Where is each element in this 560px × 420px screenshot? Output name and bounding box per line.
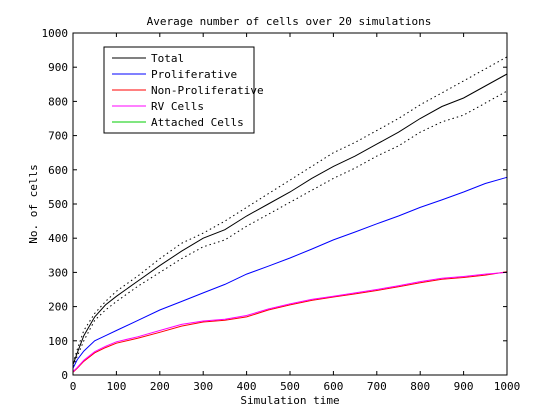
x-axis-ticks: 0 100 200 300 400 500 600 700 800 900 1000: [70, 33, 521, 393]
legend: Total Proliferative Non-Proliferative RV Ce…: [103, 46, 264, 134]
x-tick-label: 100: [106, 380, 126, 393]
series-line-rv-cells: [72, 271, 508, 372]
series-line-total: [72, 73, 508, 365]
legend-label: Non-Proliferative: [151, 84, 264, 97]
y-tick-label: 300: [48, 266, 68, 279]
x-tick-label: 1000: [494, 380, 521, 393]
y-tick-label: 700: [48, 130, 68, 143]
series-line-total-lower-bound: [72, 90, 508, 367]
x-tick-label: 900: [454, 380, 474, 393]
y-tick-label: 500: [48, 198, 68, 211]
legend-label: RV Cells: [151, 100, 204, 113]
x-tick-label: 600: [323, 380, 343, 393]
y-axis-label: No. of cells: [27, 164, 40, 243]
y-tick-label: 900: [48, 61, 68, 74]
x-tick-label: 300: [193, 380, 213, 393]
y-tick-label: 200: [48, 301, 68, 314]
y-tick-label: 600: [48, 164, 68, 177]
x-axis-label: Simulation time: [240, 394, 339, 407]
y-tick-label: 100: [48, 335, 68, 348]
series-line-non-proliferative: [72, 271, 508, 373]
x-tick-label: 0: [70, 380, 77, 393]
series-line-proliferative: [72, 176, 508, 369]
x-tick-label: 200: [150, 380, 170, 393]
y-tick-label: 1000: [42, 27, 69, 40]
x-tick-label: 400: [237, 380, 257, 393]
y-tick-label: 800: [48, 95, 68, 108]
y-axis-ticks: 0 100 200 300 400 500 600 700 800 900 1000: [42, 27, 507, 382]
series-line-total-upper-bound: [72, 56, 508, 364]
y-tick-label: 0: [61, 369, 68, 382]
legend-label: Attached Cells: [151, 116, 244, 129]
legend-label: Proliferative: [151, 68, 237, 81]
legend-label: Total: [151, 52, 184, 65]
x-tick-label: 700: [367, 380, 387, 393]
x-tick-label: 800: [410, 380, 430, 393]
y-tick-label: 400: [48, 232, 68, 245]
x-tick-label: 500: [280, 380, 300, 393]
chart-title: Average number of cells over 20 simulati…: [147, 15, 432, 28]
